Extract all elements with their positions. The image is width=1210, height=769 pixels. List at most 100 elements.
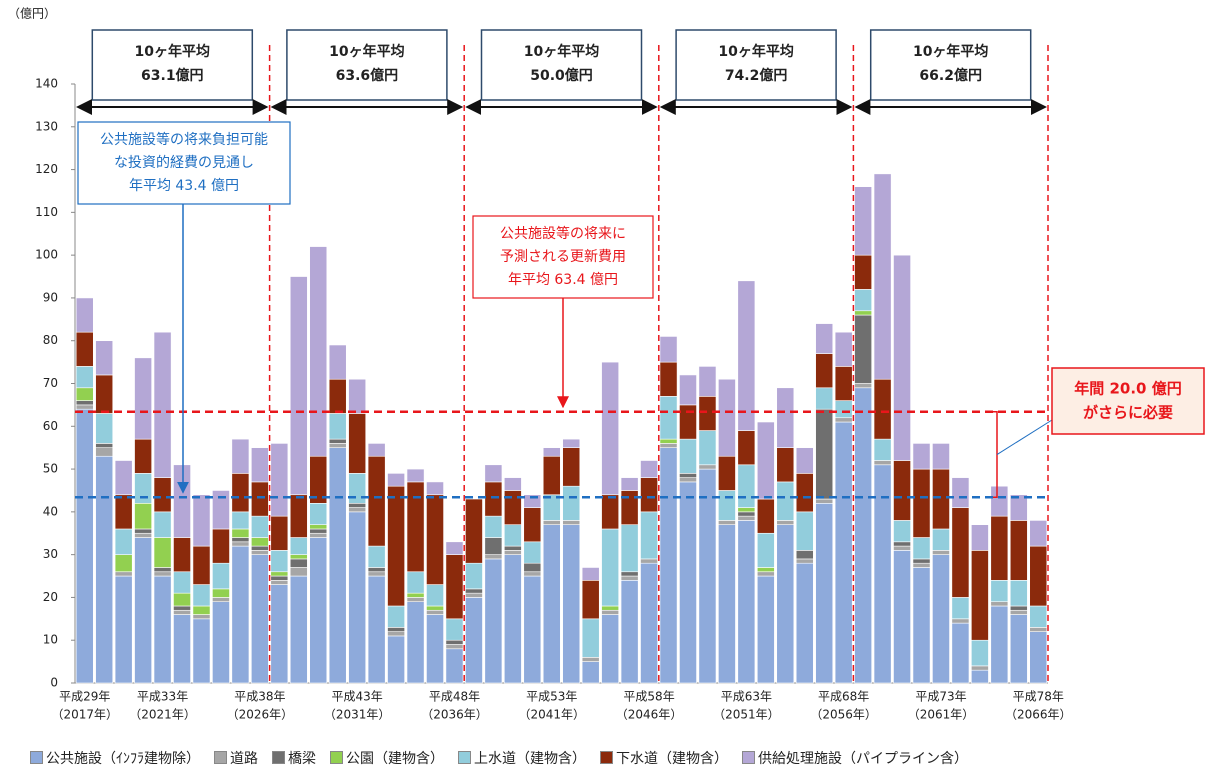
bar-segment [893,254,911,461]
bar-segment [737,515,756,521]
bar-segment [581,618,600,658]
y-tick-label: 10 [43,633,58,647]
x-tick-label: 平成53年 [526,690,577,704]
bar-segment [95,447,114,457]
bar-segment [484,554,503,560]
decade-box [286,29,448,101]
bar-segment [270,580,289,585]
bar-segment [114,571,133,577]
bar-segment [270,571,289,577]
bar-segment [1009,494,1028,521]
bar-segment [1009,609,1028,615]
y-tick-label: 20 [43,590,58,604]
bar-segment [756,567,775,573]
bar-segment [251,554,269,684]
bar-segment [718,378,736,457]
bar-segment [75,408,94,684]
bar-segment [581,567,600,581]
bar-segment [426,494,444,585]
bar-segment [367,545,386,568]
bar-segment [601,361,620,496]
legend-item: 下水道（建物含） [600,748,728,768]
bar-segment [426,584,444,607]
bar-segment [328,438,347,444]
bar-segment [990,601,1009,607]
bar-segment [367,567,386,573]
bar-segment [1029,545,1048,607]
bar-segment [679,481,697,684]
bar-segment [465,588,483,594]
bar-segment [873,460,892,466]
bar-segment [153,567,172,573]
y-tick-label: 60 [43,419,58,433]
bar-segment [484,537,503,555]
x-tick-sublabel: （2031年） [324,708,391,722]
bar-segment [114,554,133,573]
bar-segment [173,592,191,607]
callout-text: 予測される更新費用 [500,249,626,265]
bar-segment [523,575,542,684]
bar-segment [932,528,950,551]
bar-segment [523,562,542,573]
bar-segment [212,562,230,590]
legend-swatch [330,751,343,764]
bar-segment [503,524,522,547]
bar-segment [951,622,970,684]
decade-box [675,29,837,101]
bar-segment [990,605,1009,684]
bar-segment [912,537,931,560]
bar-segment [815,408,834,500]
decade-box [480,29,643,101]
bar-segment [932,550,950,555]
bar-segment [75,400,94,406]
legend-swatch [30,751,43,764]
bar-segment [932,554,950,684]
bar-segment [776,447,795,483]
bar-segment [601,494,620,530]
legend-swatch [214,751,227,764]
y-tick-label: 120 [35,162,58,176]
y-tick-label: 70 [43,376,58,390]
decade-label: 10ヶ年平均 [718,43,793,60]
bar-segment [134,473,152,504]
bar-segment [465,597,483,684]
bar-segment [1029,627,1048,632]
bar-segment [718,455,736,491]
x-tick-sublabel: （2041年） [518,708,585,722]
bar-segment [484,515,503,538]
bar-segment [173,605,191,611]
bar-segment [212,597,230,603]
bar-segment [289,567,308,577]
bar-segment [971,669,989,684]
bar-segment [640,562,658,684]
bar-segment [795,550,814,560]
bar-segment [756,421,775,500]
bar-segment [406,592,425,598]
bar-segment [503,545,522,551]
bar-segment [542,520,561,525]
bar-segment [114,528,133,555]
bar-segment [309,246,328,457]
bar-segment [1009,580,1028,607]
callout-box [472,215,654,299]
bar-segment [523,541,542,564]
legend-item: 橋梁 [272,748,316,768]
x-tick-label: 平成48年 [429,690,480,704]
bar-segment [581,580,600,620]
bar-segment [620,477,639,491]
bar-segment [737,280,756,431]
bar-segment [406,481,425,573]
bar-segment [756,571,775,577]
bar-segment [776,524,795,684]
bar-segment [659,443,678,448]
bar-segment [834,366,853,401]
bar-segment [270,575,289,581]
bar-segment [348,378,367,414]
callout-text: 公共施設等の将来に [500,225,626,242]
x-tick-sublabel: （2026年） [227,708,294,722]
bar-segment [289,554,308,560]
y-tick-label: 100 [35,248,58,262]
legend-label: 下水道（建物含） [616,751,728,767]
x-tick-sublabel: （2021年） [129,708,196,722]
legend-label: 供給処理施設（パイプライン含） [758,751,968,767]
